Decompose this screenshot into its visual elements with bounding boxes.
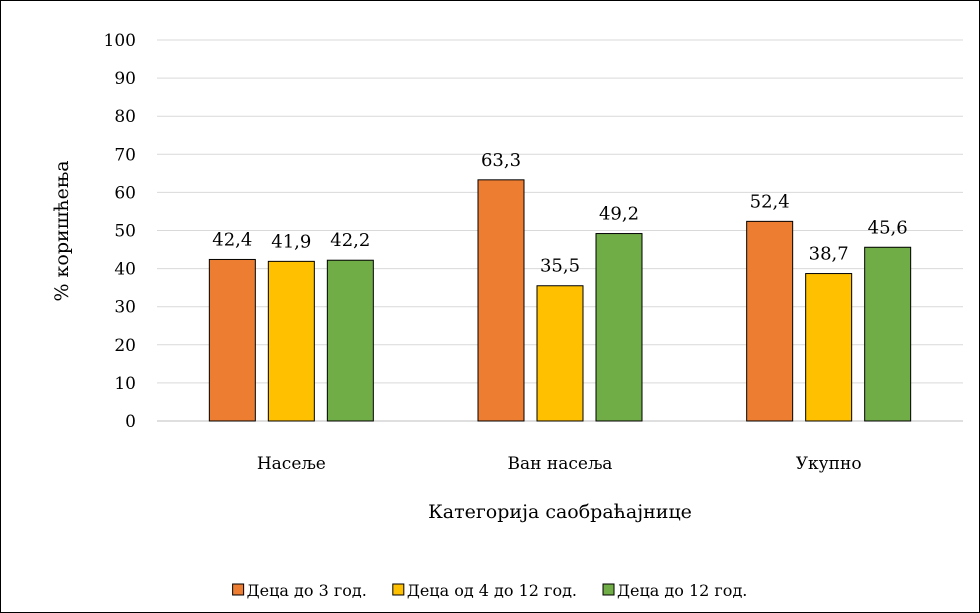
bar xyxy=(595,233,643,422)
data-label: 45,6 xyxy=(868,217,908,238)
legend-item: Деца до 3 год. xyxy=(232,581,367,600)
y-tick-label: 90 xyxy=(114,69,136,89)
bar xyxy=(267,260,315,422)
y-tick-label: 100 xyxy=(104,31,136,51)
y-tick-label: 70 xyxy=(114,145,136,165)
y-axis-ticks: 0 10 20 30 40 50 60 70 80 90 100 xyxy=(104,31,136,432)
x-category-label: Укупно xyxy=(796,454,862,474)
y-tick-label: 10 xyxy=(114,374,136,394)
data-label: 41,9 xyxy=(271,231,311,252)
bar xyxy=(864,246,912,422)
legend: Деца до 3 год. Деца од 4 до 12 год. Деца д… xyxy=(232,581,747,600)
legend-swatch xyxy=(602,583,615,596)
y-tick-label: 50 xyxy=(114,222,136,242)
data-label: 35,5 xyxy=(540,256,580,277)
data-label: 52,4 xyxy=(750,191,790,212)
data-label: 63,3 xyxy=(481,150,521,171)
y-tick-label: 30 xyxy=(114,298,136,318)
x-axis-title: Категорија саобраћајнице xyxy=(428,501,692,523)
data-label: 38,7 xyxy=(809,244,849,265)
legend-item: Деца од 4 до 12 год. xyxy=(392,581,577,600)
y-tick-label: 80 xyxy=(114,107,136,127)
legend-label: Деца до 12 год. xyxy=(617,581,747,600)
y-tick-label: 0 xyxy=(125,412,136,432)
y-tick-label: 40 xyxy=(114,260,136,280)
bar xyxy=(477,179,525,422)
legend-label: Деца до 3 год. xyxy=(247,581,367,600)
x-category-label: Насеље xyxy=(257,454,326,474)
data-label: 42,4 xyxy=(212,229,252,250)
legend-label: Деца од 4 до 12 год. xyxy=(407,581,577,600)
bar xyxy=(746,220,794,422)
legend-swatch xyxy=(392,583,405,596)
y-axis-title: % коришћења xyxy=(51,160,73,301)
x-category-label: Ван насеља xyxy=(508,454,613,474)
bar xyxy=(326,259,374,422)
bar xyxy=(805,273,853,422)
y-tick-label: 60 xyxy=(114,183,136,203)
legend-swatch xyxy=(232,583,245,596)
bar xyxy=(536,285,584,422)
y-tick-label: 20 xyxy=(114,336,136,356)
data-label: 49,2 xyxy=(599,204,639,225)
data-label: 42,2 xyxy=(330,230,370,251)
bars xyxy=(208,179,912,422)
x-axis-categories: Насеље Ван насеља Укупно xyxy=(257,454,862,474)
data-labels: 42,4 41,9 42,2 63,3 35,5 49,2 52,4 38,7 45,6 xyxy=(212,150,907,277)
legend-item: Деца до 12 год. xyxy=(602,581,747,600)
bar xyxy=(208,258,256,422)
